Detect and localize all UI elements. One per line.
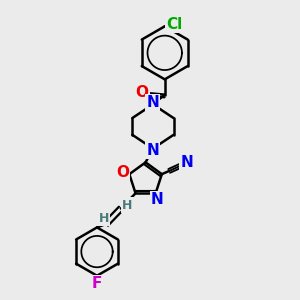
Text: F: F (91, 277, 102, 292)
Text: Cl: Cl (166, 17, 182, 32)
Text: N: N (147, 143, 159, 158)
Text: N: N (180, 155, 193, 170)
Text: H: H (122, 199, 133, 212)
Text: N: N (147, 95, 159, 110)
Text: N: N (151, 192, 164, 207)
Text: H: H (99, 212, 109, 225)
Text: O: O (116, 165, 129, 180)
Text: O: O (136, 85, 148, 100)
